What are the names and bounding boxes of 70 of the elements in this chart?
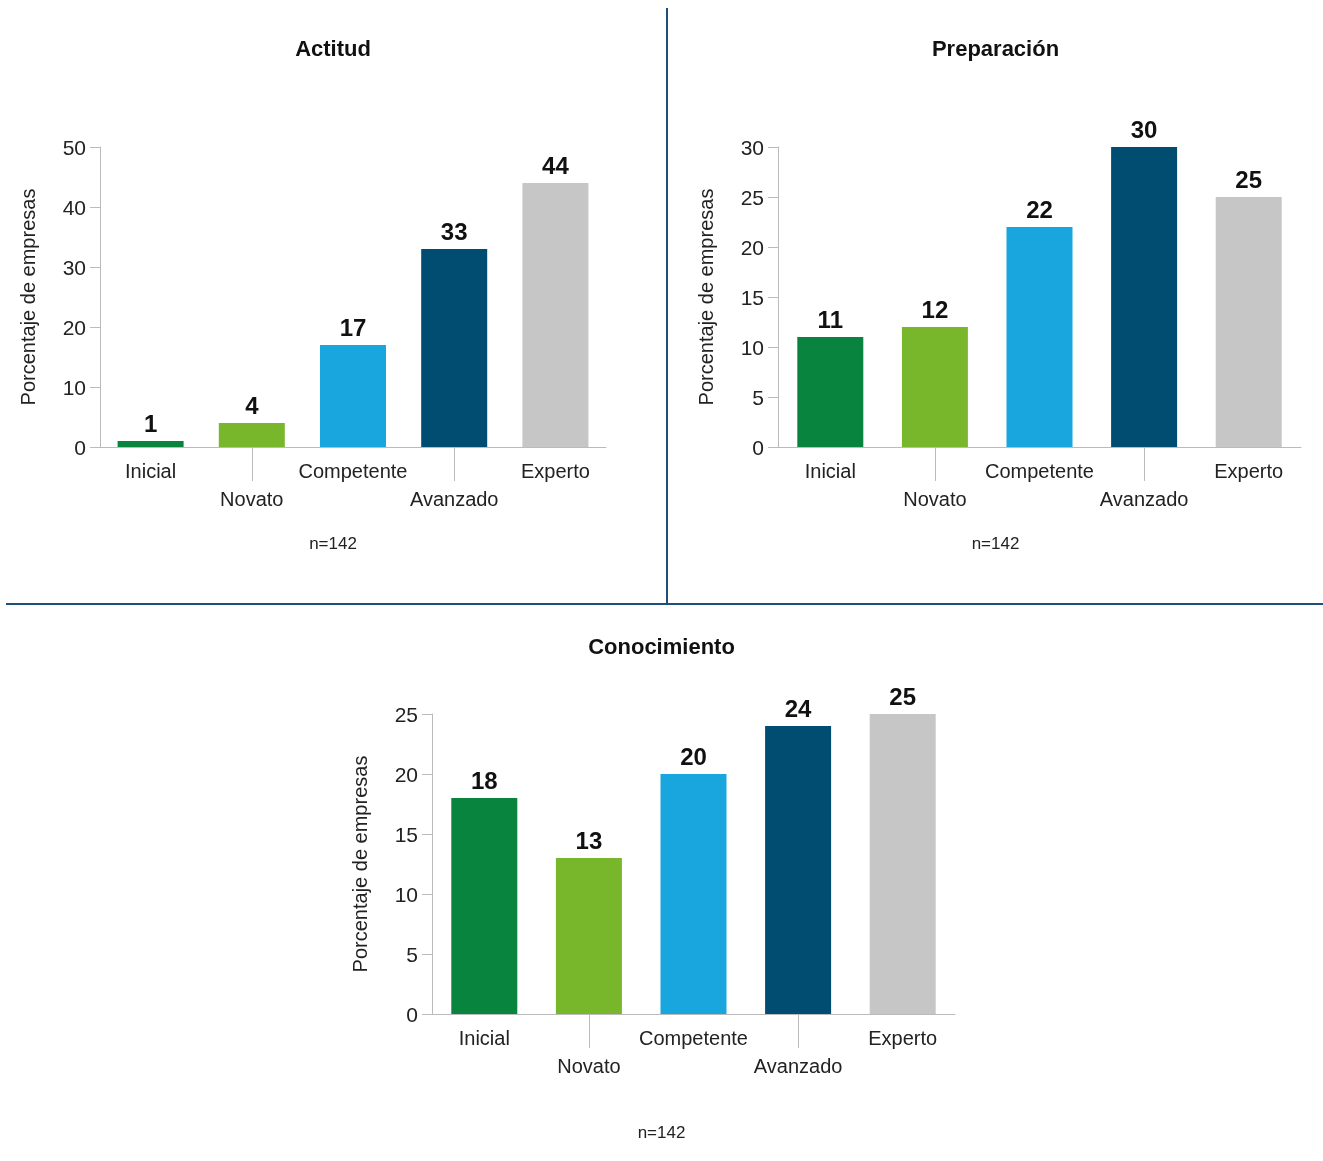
y-tick-label: 30 [740,135,764,159]
bar [117,441,184,447]
text: n=142 [637,1123,686,1142]
y-tick-label: 20 [740,235,764,259]
x-tick-label: Experto [868,1027,938,1049]
data-label: 1 [143,409,158,437]
y-tick-label: 5 [406,942,418,966]
y-tick-label: 20 [62,315,86,339]
bar [1006,227,1073,447]
data-label: 13 [575,826,603,854]
y-tick-label: 25 [740,185,764,209]
x-tick-label: Novato [220,488,284,510]
y-tick-label: 40 [62,195,86,219]
x-tick-label: Experto [1214,460,1284,482]
y-tick-label: 10 [394,882,418,906]
x-tick-label: Avanzado [409,488,499,510]
bar [901,327,968,447]
x-tick-label: Avanzado [1099,488,1189,510]
bar [765,726,832,1014]
y-tick-label: 30 [62,255,86,279]
y-tick-label: 20 [394,762,418,786]
bar [555,858,622,1014]
y-axis-title: Porcentaje de empresas [349,755,371,973]
bar [218,423,285,447]
x-tick-label: Avanzado [753,1055,843,1077]
y-tick-label: 25 [394,702,418,726]
x-tick-label: Competente [985,460,1094,482]
bar [1111,147,1178,447]
y-tick-label: 15 [394,822,418,846]
data-label: 30 [1130,115,1158,143]
data-label: 33 [440,217,468,245]
x-tick-label: Experto [520,460,590,482]
y-tick-label: 0 [74,435,86,459]
x-tick-label: Novato [557,1055,621,1077]
y-tick-label: 10 [740,335,764,359]
data-label: 20 [680,742,707,770]
data-label: 11 [817,305,843,333]
y-tick-label: 50 [62,135,86,159]
x-tick-label: Inicial [804,460,856,482]
text: n=142 [309,534,357,553]
data-label: 25 [889,682,917,710]
bar [320,345,386,447]
x-tick-label: Novato [903,488,967,510]
x-tick-label: Competente [639,1027,748,1049]
x-tick-label: Inicial [458,1027,510,1049]
data-label: 17 [339,313,367,341]
text: n=142 [971,534,1020,553]
data-label: 22 [1026,195,1053,223]
x-tick-label: Inicial [125,460,177,482]
data-label: 25 [1235,165,1263,193]
bar [451,798,518,1014]
data-label: 24 [784,694,813,722]
bar [660,774,727,1014]
chart-title: Conocimiento [588,633,735,659]
data-label: 44 [542,151,570,179]
bar [421,249,488,447]
bar [797,337,864,447]
data-label: 4 [245,391,260,419]
data-label: 18 [470,766,498,794]
x-tick-label: Competente [298,460,408,482]
y-axis-title: Porcentaje de empresas [17,188,39,406]
y-tick-label: 15 [740,285,764,309]
data-label: 12 [921,295,949,323]
chart-title: Preparación [931,35,1060,61]
y-tick-label: 0 [406,1002,418,1026]
y-tick-label: 0 [752,435,764,459]
y-axis-title: Porcentaje de empresas [695,188,717,406]
y-tick-label: 5 [752,385,764,409]
chart-title: Actitud [295,35,371,61]
y-tick-label: 10 [62,375,86,399]
